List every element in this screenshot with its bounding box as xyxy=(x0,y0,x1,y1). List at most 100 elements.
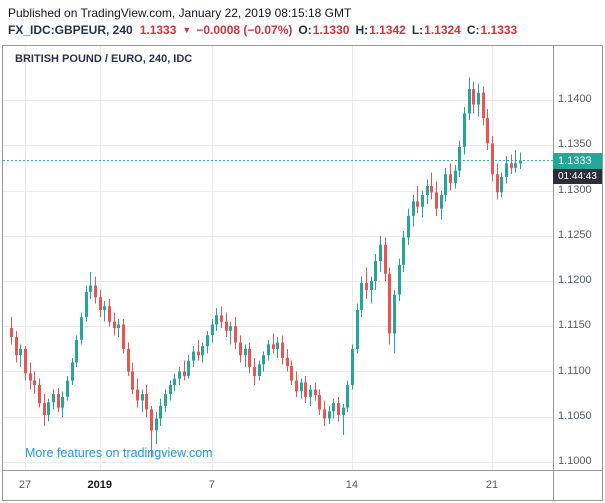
candle-body xyxy=(374,261,377,281)
candle-body xyxy=(145,394,148,410)
candle-body xyxy=(402,237,405,265)
candle-body xyxy=(458,147,461,171)
candle-body xyxy=(15,337,18,356)
candle-body xyxy=(435,192,438,209)
price-axis-label: 1.1400 xyxy=(558,93,592,105)
time-axis-label: 21 xyxy=(485,479,499,491)
candlestick-plot[interactable] xyxy=(3,46,602,500)
low-value: 1.1324 xyxy=(424,23,461,37)
candle-body xyxy=(295,380,298,392)
time-axis-label: 7 xyxy=(208,479,215,491)
candle-body xyxy=(491,143,494,175)
last-price: 1.1333 xyxy=(139,23,177,37)
candle-body xyxy=(463,113,466,148)
candle-body xyxy=(407,215,410,238)
price-axis[interactable]: 1.1400 1.1350 1.1300 1.1250 1.1200 1.1150 1.11… xyxy=(553,46,602,470)
time-axis-label: 14 xyxy=(345,479,359,491)
candle-body xyxy=(290,366,293,381)
price-axis-label: 1.1350 xyxy=(558,138,592,151)
candle-body xyxy=(215,315,218,325)
candle-body xyxy=(393,294,396,334)
candle-body xyxy=(234,326,237,343)
candle-body xyxy=(454,170,457,184)
candle-body xyxy=(201,346,204,356)
tradingview-link[interactable]: More features on tradingview.com xyxy=(25,446,213,460)
price-axis-label: 1.1200 xyxy=(558,274,592,286)
candle-body xyxy=(314,389,317,396)
candle-body xyxy=(267,344,270,356)
candle-body xyxy=(85,291,88,318)
candle-body xyxy=(477,92,480,105)
candle-body xyxy=(486,118,489,144)
candle-body xyxy=(164,394,167,406)
low-label: L: xyxy=(411,23,424,37)
candle-body xyxy=(187,360,190,377)
candle-body xyxy=(47,402,50,415)
candle-body xyxy=(244,348,247,356)
candle-body xyxy=(71,362,74,381)
candle-body xyxy=(412,201,415,216)
price-axis-label: 1.1300 xyxy=(558,183,592,196)
candle-body xyxy=(253,366,256,377)
candle-body xyxy=(370,281,373,291)
open-value: 1.1330 xyxy=(312,23,350,37)
time-axis-label: 27 xyxy=(18,479,32,491)
candle-body xyxy=(304,382,307,397)
price-change: −0.0008 (−0.07%) xyxy=(196,23,293,37)
candle-body xyxy=(89,285,92,292)
candle-body xyxy=(300,382,303,392)
candle-body xyxy=(449,174,452,184)
candle-body xyxy=(225,321,228,331)
candle-body xyxy=(52,394,55,403)
candle-body xyxy=(197,351,200,356)
candle-body xyxy=(440,195,443,209)
candle-body xyxy=(155,418,158,431)
candle-body xyxy=(169,385,172,395)
open-label: O: xyxy=(298,23,312,37)
candle-body xyxy=(75,339,78,363)
candle-body xyxy=(229,326,232,331)
candle-body xyxy=(337,403,340,415)
candle-body xyxy=(286,357,289,367)
candle-body xyxy=(262,355,265,365)
time-axis-label: 2019 xyxy=(87,479,112,491)
candle-body xyxy=(131,371,134,390)
candle-body xyxy=(159,405,162,419)
candle-body xyxy=(356,309,359,349)
candle-body xyxy=(19,348,22,356)
candle-body xyxy=(103,306,106,310)
candle-body xyxy=(239,342,242,356)
candle-body xyxy=(117,324,120,329)
price-axis-label: 1.1150 xyxy=(558,319,591,332)
candle-body xyxy=(29,373,32,381)
candle-body xyxy=(472,89,475,105)
candle-body xyxy=(365,282,368,291)
candle-body xyxy=(360,282,363,310)
candle-body xyxy=(248,348,251,367)
price-axis-label: 1.1100 xyxy=(558,364,591,377)
candle-body xyxy=(468,89,471,114)
candle-body xyxy=(444,174,447,196)
close-label: C: xyxy=(466,23,480,37)
candle-body xyxy=(309,389,312,397)
price-axis-label: 1.1250 xyxy=(558,228,592,241)
candle-body xyxy=(398,264,401,295)
candle-body xyxy=(192,351,195,361)
candle-body xyxy=(220,315,223,322)
time-axis[interactable]: 27 2019 7 14 21 xyxy=(3,471,602,499)
candle-body xyxy=(426,185,429,196)
chart-area: BRITISH POUND / EURO, 240, IDC 1.1400 1.1… xyxy=(2,45,603,501)
candle-body xyxy=(258,364,261,377)
candle-body xyxy=(351,348,354,386)
current-price-badge: 1.1333 xyxy=(553,152,602,169)
candle-body xyxy=(61,396,64,408)
candle-body xyxy=(342,407,345,415)
candle-body xyxy=(510,163,513,168)
candle-body xyxy=(276,342,279,349)
candle-body xyxy=(108,306,111,322)
candle-body xyxy=(416,201,419,207)
candle-body xyxy=(94,285,97,298)
candle-body xyxy=(421,195,424,207)
symbol-title: FX_IDC:GBPEUR, 240 xyxy=(8,23,133,37)
candle-body xyxy=(183,371,186,377)
